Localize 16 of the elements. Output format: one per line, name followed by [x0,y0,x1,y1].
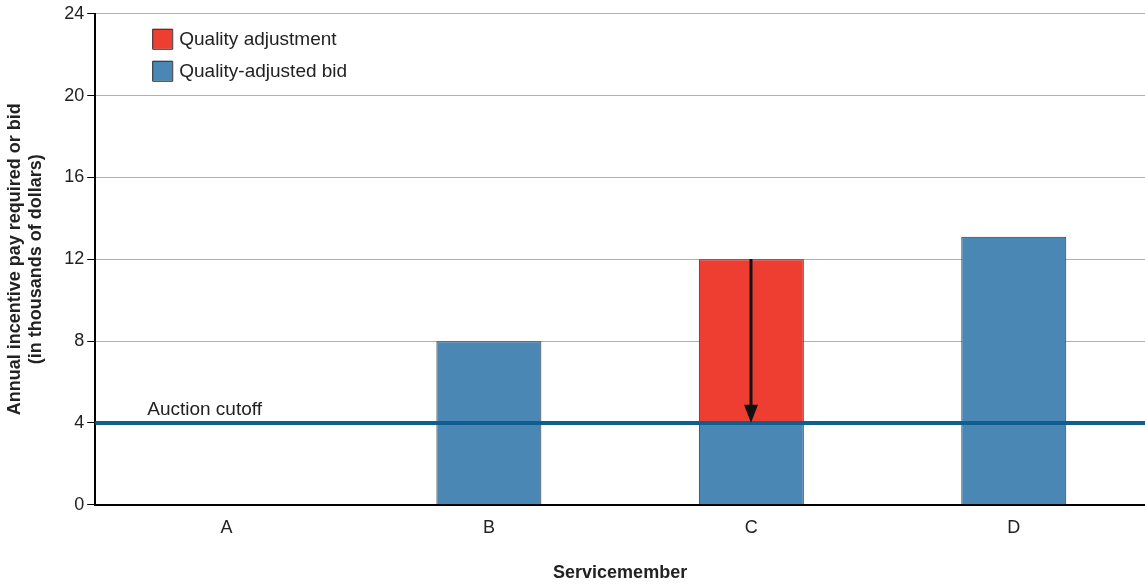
x-tick-label: B [482,516,495,537]
y-tick-label: 12 [64,248,85,269]
x-tick-label: D [1007,516,1021,537]
y-tick-label: 8 [74,330,85,351]
legend-label: Quality-adjusted bid [179,60,348,82]
x-tick-label: C [744,516,758,537]
y-tick-label: 0 [74,493,85,514]
x-tick-label: A [220,516,233,537]
legend-label: Quality adjustment [179,28,338,50]
ref-line-label: Auction cutoff [147,397,263,419]
y-tick-label: 16 [64,166,85,187]
y-tick-label: 20 [64,84,85,105]
y-tick-label: 4 [74,411,85,432]
x-axis-title: Servicemember [553,562,688,583]
y-axis-title: Annual incentive pay required or bid (in thousands of dollars) [3,103,46,416]
y-tick-label: 24 [64,2,85,23]
